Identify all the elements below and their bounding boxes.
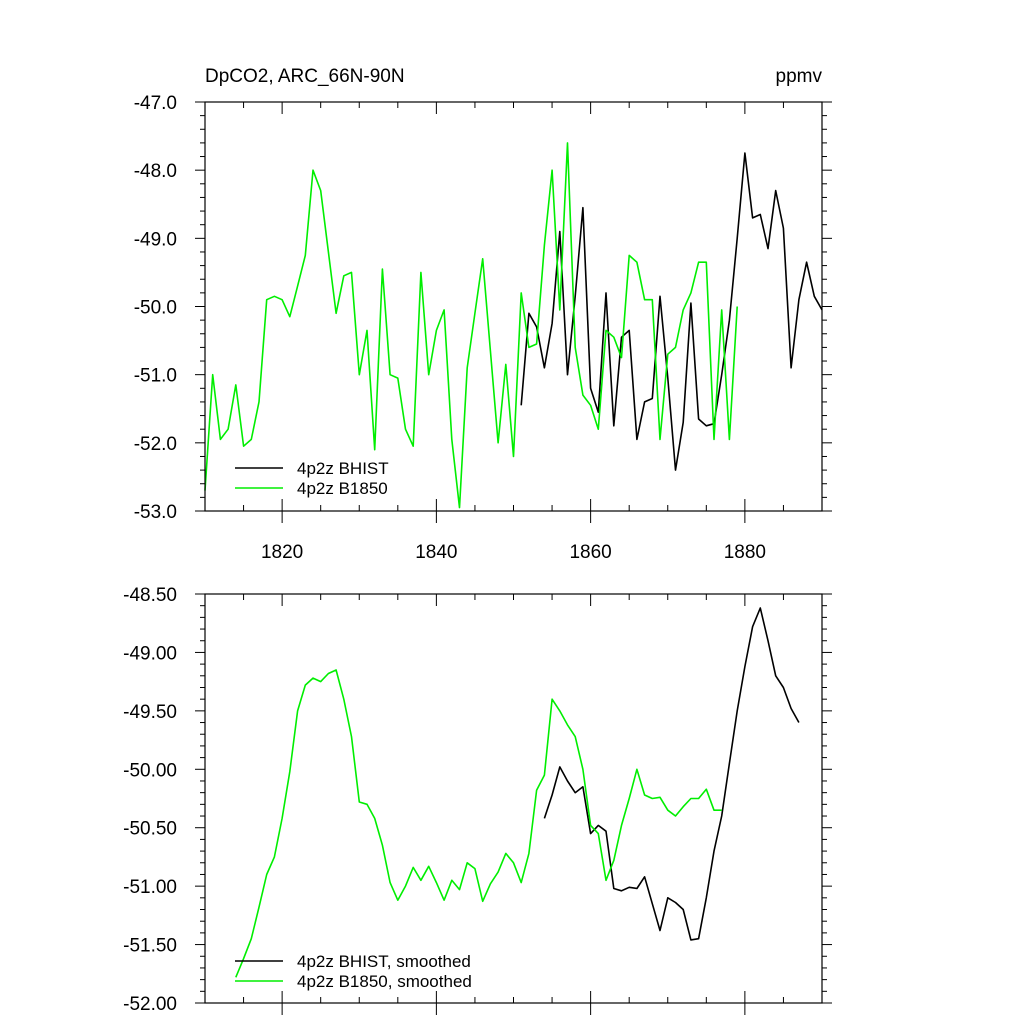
series-line-0 [543, 607, 800, 941]
y-tick-label: -51.50 [123, 936, 177, 957]
bottom-panel-ticks: -52.00 -51.50 -51.00 -50.50 -50.00 -49.50 -49.… [123, 585, 832, 1015]
y-tick-label: -47.0 [134, 93, 177, 114]
bottom-panel-lines [235, 607, 800, 978]
y-tick-label: -50.00 [123, 760, 177, 781]
bottom-panel: -52.00 -51.50 -51.00 -50.50 -50.00 -49.50 -49.… [123, 585, 832, 1015]
legend-label-1: 4p2z B1850 [297, 479, 388, 498]
y-tick-label: -49.0 [134, 229, 177, 250]
series-line-1 [204, 142, 738, 509]
series-line-1 [235, 669, 722, 978]
y-tick-label: -48.0 [134, 161, 177, 182]
top-panel-frame [204, 101, 823, 512]
top-panel-ticks: 1820 1840 1860 1880 -53.0 -52.0 -51.0 -50.0 -49.… [134, 93, 832, 563]
y-tick-label: -52.00 [123, 994, 177, 1015]
top-panel: DpCO2, ARC_66N-90N ppmv 1820 1840 1860 1880… [134, 66, 832, 563]
bottom-panel-frame [204, 593, 823, 1004]
y-tick-label: -48.50 [123, 585, 177, 606]
top-panel-title: DpCO2, ARC_66N-90N [205, 66, 405, 87]
y-tick-label: -50.0 [134, 298, 177, 319]
series-line-0 [520, 152, 823, 471]
top-panel-units: ppmv [776, 66, 823, 87]
x-tick-label: 1880 [724, 542, 766, 563]
x-tick-label: 1820 [261, 542, 303, 563]
legend-label-0: 4p2z BHIST [297, 459, 389, 478]
y-tick-label: -53.0 [134, 502, 177, 523]
legend-label-1: 4p2z B1850, smoothed [297, 972, 472, 991]
y-tick-label: -49.00 [123, 643, 177, 664]
top-panel-lines [204, 142, 823, 509]
y-tick-label: -49.50 [123, 702, 177, 723]
y-tick-label: -51.0 [134, 366, 177, 387]
y-tick-label: -51.00 [123, 877, 177, 898]
x-tick-label: 1840 [415, 542, 457, 563]
legend-label-0: 4p2z BHIST, smoothed [297, 952, 471, 971]
x-tick-label: 1860 [569, 542, 611, 563]
y-tick-label: -50.50 [123, 819, 177, 840]
y-tick-label: -52.0 [134, 434, 177, 455]
